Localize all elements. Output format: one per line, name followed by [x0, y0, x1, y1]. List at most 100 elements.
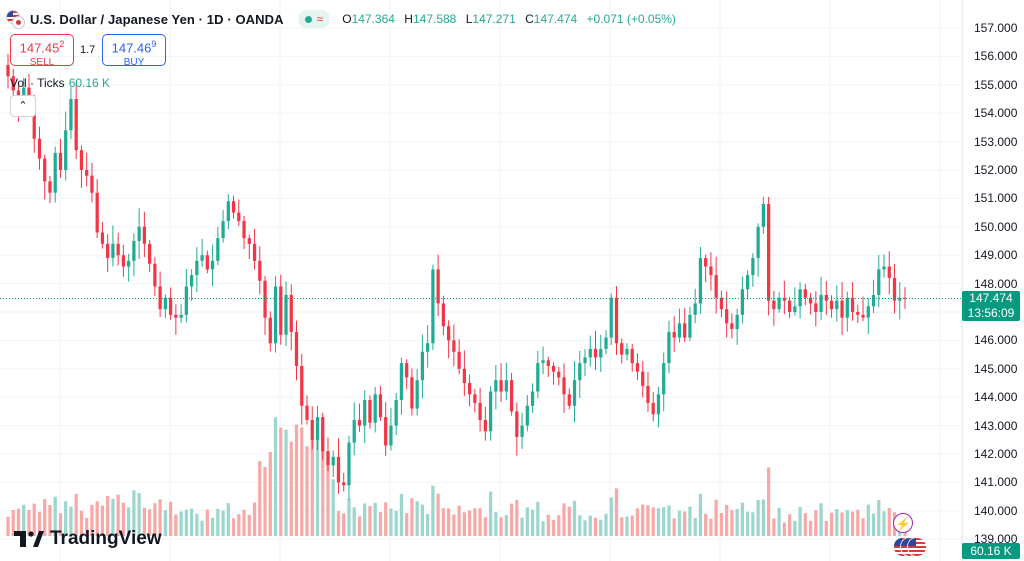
candle-body	[725, 309, 729, 324]
price-tick-label: 144.000	[974, 390, 1018, 405]
candle-body	[761, 204, 765, 227]
volume-bar	[756, 499, 760, 536]
volume-bar	[252, 502, 257, 536]
sell-button[interactable]: 147.452 SELL	[10, 34, 74, 68]
candles	[6, 53, 907, 501]
candle-body	[273, 286, 278, 344]
volume-bar	[856, 509, 860, 536]
volume-bar	[174, 514, 178, 536]
volume-bar	[457, 505, 461, 536]
last-price-tag: 147.474 13:56:09	[962, 291, 1020, 321]
volume-bar	[447, 508, 451, 536]
economic-events-flags[interactable]	[893, 537, 929, 557]
volume-bar	[651, 507, 655, 536]
volume-bar	[819, 503, 823, 536]
candle-body	[688, 314, 692, 338]
volume-bar	[205, 509, 209, 536]
candle-body	[898, 297, 902, 301]
volume-bar	[384, 502, 388, 536]
symbol-title[interactable]: U.S. Dollar / Japanese Yen · 1D · OANDA	[30, 11, 284, 27]
ohlc-close-key: C	[525, 12, 534, 26]
candle-body	[567, 394, 571, 406]
candle-body	[494, 380, 498, 392]
volume-bar	[168, 501, 173, 536]
volume-bar	[850, 511, 855, 536]
volume-bar	[163, 510, 167, 536]
candle-body	[452, 340, 456, 352]
candle-body	[604, 337, 608, 349]
volume-bar	[357, 516, 362, 536]
volume-bar	[877, 499, 881, 536]
volume-bar	[405, 513, 409, 536]
candle-body	[300, 365, 304, 406]
volume-bar	[247, 514, 251, 536]
volume-bar	[132, 490, 136, 536]
volume-bar	[315, 436, 320, 536]
candle-body	[205, 255, 209, 270]
last-price-value: 147.474	[969, 291, 1013, 305]
volume-bar	[625, 516, 629, 536]
candle-body	[58, 152, 63, 170]
candle-body	[195, 260, 199, 276]
candle-body	[599, 348, 603, 358]
volume-bar	[772, 518, 776, 536]
volume-bar	[43, 499, 47, 536]
volume-bar	[268, 451, 272, 536]
volume-bar	[221, 510, 225, 536]
candle-body	[426, 343, 430, 352]
tradingview-logo-text: TradingView	[50, 528, 162, 549]
tradingview-logo[interactable]: TradingView	[14, 528, 162, 550]
candle-body	[431, 269, 435, 344]
candle-body	[27, 87, 31, 102]
candle-body	[368, 400, 372, 423]
lightning-icon[interactable]: ⚡	[893, 513, 913, 533]
volume-bar	[787, 514, 792, 536]
volume-bar	[693, 517, 697, 536]
volume-bar	[683, 511, 687, 536]
buy-button[interactable]: 147.469 BUY	[102, 34, 166, 68]
candle-body	[363, 400, 367, 426]
volume-bar	[599, 519, 603, 536]
volume-bar	[567, 506, 571, 536]
volume-bar	[698, 493, 703, 536]
candle-body	[64, 130, 68, 170]
candle-body	[263, 280, 267, 318]
volume-bar	[845, 510, 849, 536]
candle-body	[819, 294, 823, 312]
candle-body	[635, 363, 640, 372]
candle-body	[840, 300, 844, 318]
candle-body	[184, 286, 188, 315]
candle-body	[478, 402, 482, 420]
candle-body	[43, 158, 47, 182]
market-status[interactable]: ≈	[297, 10, 331, 28]
volume-bar	[803, 513, 807, 536]
price-tick-label: 152.000	[974, 163, 1018, 177]
candle-body	[321, 417, 325, 452]
volume-bar	[777, 507, 781, 536]
candle-body	[394, 400, 398, 426]
candle-body	[420, 351, 425, 381]
candle-body	[310, 419, 314, 440]
candle-body	[693, 303, 697, 315]
candle-body	[373, 394, 377, 423]
ohlc-close-value: 147.474	[533, 12, 578, 26]
volume-legend[interactable]: Vol · Ticks 60.16 K	[10, 76, 110, 90]
ohlc-open-value: 147.364	[351, 12, 395, 26]
candle-body	[95, 192, 99, 233]
candle-body	[336, 456, 341, 483]
candle-body	[588, 348, 592, 358]
volume-bar	[436, 493, 440, 536]
volume-bar	[58, 513, 63, 536]
volume-bar	[620, 517, 624, 536]
candle-body	[200, 255, 204, 261]
volume-bar	[289, 441, 293, 536]
candle-body	[226, 201, 230, 222]
volume-bar	[735, 508, 739, 536]
collapse-legend-button[interactable]: ⌃	[10, 95, 36, 117]
volume-bar	[363, 503, 367, 536]
candle-body	[100, 232, 105, 244]
candle-body	[488, 391, 493, 432]
volume-bar	[520, 517, 524, 536]
candle-body	[268, 317, 272, 344]
